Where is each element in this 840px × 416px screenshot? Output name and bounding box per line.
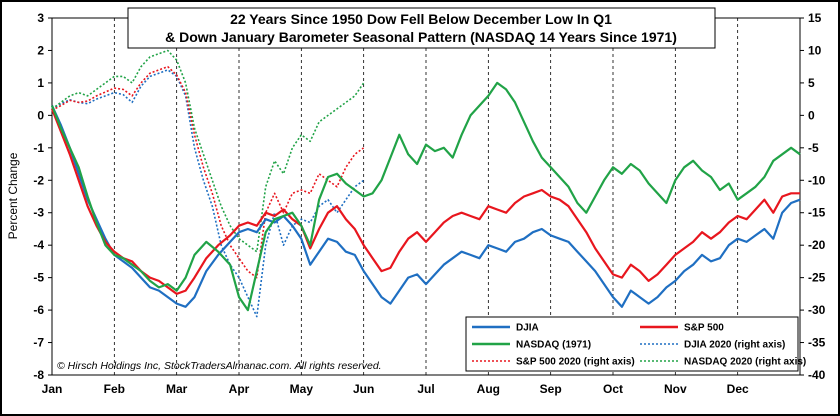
- left-tick-label: -1: [33, 141, 44, 155]
- right-tick-label: -10: [808, 173, 826, 187]
- x-tick-label: May: [290, 382, 314, 396]
- series-line-djia-2020-right-axis-: [51, 69, 365, 318]
- series-lines: [50, 49, 801, 318]
- legend-label: NASDAQ 2020 (right axis): [684, 357, 806, 368]
- left-tick-label: -3: [33, 206, 44, 220]
- chart-title-line1: 22 Years Since 1950 Dow Fell Below Decem…: [230, 11, 612, 27]
- x-axis: Jan Feb Mar Apr May Jun Jul Aug Sep Oct Nov Dec: [42, 382, 749, 396]
- series-line-djia: [50, 105, 801, 308]
- right-tick-label: 15: [808, 11, 822, 25]
- left-tick-label: 2: [37, 43, 44, 57]
- left-tick-label: 1: [37, 76, 44, 90]
- left-tick-label: -2: [33, 173, 44, 187]
- legend-box: [465, 316, 799, 372]
- x-tick-label: Mar: [166, 382, 188, 396]
- x-tick-label: Dec: [727, 382, 749, 396]
- right-tick-label: -15: [808, 206, 826, 220]
- left-tick-label: 0: [37, 108, 44, 122]
- left-tick-label: -8: [33, 368, 44, 382]
- left-tick-label: -6: [33, 303, 44, 317]
- right-tick-label: -25: [808, 271, 826, 285]
- legend: DJIA S&P 500 NASDAQ (1971) DJIA 2020 (right…: [472, 323, 806, 368]
- right-tick-label: 10: [808, 43, 822, 57]
- series-line-s-p-500-2020-right-axis-: [51, 65, 365, 279]
- legend-label: DJIA 2020 (right axis): [684, 340, 785, 351]
- title-box: [127, 7, 716, 49]
- y-axis-label: Percent Change: [6, 152, 20, 239]
- x-tick-label: Jun: [353, 382, 374, 396]
- left-tick-label: 3: [37, 11, 44, 25]
- chart-title-line2: & Down January Barometer Seasonal Patter…: [165, 29, 677, 45]
- right-tick-label: 0: [808, 108, 815, 122]
- right-tick-label: 5: [808, 76, 815, 90]
- series-line-nasdaq-2020-right-axis-: [51, 49, 365, 253]
- right-tick-label: -40: [808, 368, 826, 382]
- x-tick-label: Jul: [417, 382, 434, 396]
- left-tick-label: -4: [33, 238, 44, 252]
- legend-label: S&P 500 2020 (right axis): [516, 357, 635, 368]
- right-tick-label: -30: [808, 303, 826, 317]
- right-tick-label: -5: [808, 141, 819, 155]
- copyright-note: © Hirsch Holdings Inc, StockTradersAlman…: [57, 360, 382, 372]
- x-tick-label: Sep: [540, 382, 562, 396]
- x-tick-label: Oct: [603, 382, 623, 396]
- plot-area: [51, 17, 801, 376]
- right-tick-label: -20: [808, 238, 826, 252]
- left-tick-label: -7: [33, 336, 44, 350]
- x-tick-label: Feb: [104, 382, 125, 396]
- x-tick-label: Aug: [477, 382, 500, 396]
- legend-label: NASDAQ (1971): [516, 340, 591, 351]
- right-tick-label: -35: [808, 336, 826, 350]
- series-line-nasdaq-1971-: [50, 81, 801, 312]
- series-line-s-p-500: [50, 108, 800, 295]
- legend-label: S&P 500: [684, 323, 724, 334]
- x-tick-label: Jan: [42, 382, 63, 396]
- right-y-axis: 15 10 5 0 -5 -10 -15 -20 -25 -30 -35 -40: [800, 11, 826, 382]
- legend-label: DJIA: [516, 323, 539, 334]
- left-tick-label: -5: [33, 271, 44, 285]
- left-y-axis: 3 2 1 0 -1 -2 -3 -4 -5 -6 -7 -8: [33, 11, 52, 382]
- x-tick-label: Nov: [664, 382, 687, 396]
- x-tick-label: Apr: [229, 382, 250, 396]
